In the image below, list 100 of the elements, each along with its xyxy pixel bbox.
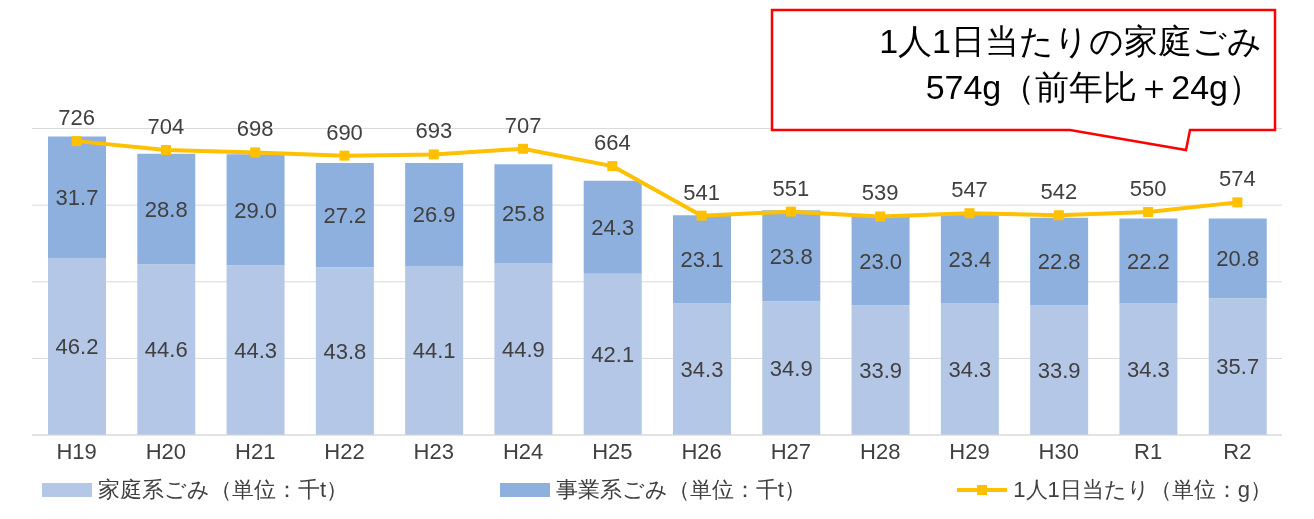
bar bbox=[1208, 298, 1267, 435]
bar bbox=[226, 265, 285, 435]
data-label: 26.9 bbox=[412, 202, 456, 228]
data-label: 33.9 bbox=[859, 357, 902, 383]
data-label: 539 bbox=[861, 180, 899, 206]
bar bbox=[1030, 217, 1089, 306]
point bbox=[785, 206, 796, 217]
legend-label: 事業系ごみ（単位：千t） bbox=[554, 476, 806, 504]
data-label: 707 bbox=[504, 112, 542, 138]
x-tick-label: H30 bbox=[1038, 438, 1079, 464]
data-label: 44.3 bbox=[234, 337, 277, 363]
bar bbox=[48, 136, 106, 259]
bar bbox=[673, 303, 731, 435]
point bbox=[339, 150, 350, 161]
data-label: 20.8 bbox=[1216, 246, 1260, 272]
legend-label: 家庭系ごみ（単位：千t） bbox=[97, 476, 349, 504]
bar bbox=[851, 217, 910, 306]
data-label: 726 bbox=[58, 105, 95, 131]
data-label: 542 bbox=[1040, 179, 1078, 205]
data-label: 541 bbox=[683, 179, 720, 205]
data-label: 33.9 bbox=[1037, 357, 1081, 383]
data-label: 22.2 bbox=[1127, 248, 1170, 274]
data-label: 23.0 bbox=[859, 248, 902, 274]
data-label: 44.9 bbox=[502, 336, 545, 362]
x-tick-label: H20 bbox=[145, 438, 187, 464]
bar bbox=[137, 153, 196, 265]
x-tick-label: H26 bbox=[681, 438, 722, 464]
x-tick-label: H19 bbox=[56, 438, 97, 464]
point bbox=[1143, 207, 1154, 218]
bar bbox=[673, 215, 731, 304]
bar bbox=[583, 273, 642, 435]
data-label: 25.8 bbox=[502, 201, 545, 227]
data-label: 704 bbox=[147, 113, 185, 139]
point bbox=[428, 149, 439, 160]
data-label: 550 bbox=[1129, 176, 1167, 202]
bar bbox=[1030, 305, 1089, 435]
x-tick-label: H25 bbox=[592, 438, 633, 464]
x-tick-label: H28 bbox=[860, 438, 901, 464]
data-label: 44.1 bbox=[412, 338, 456, 364]
data-label: 690 bbox=[326, 119, 363, 145]
point bbox=[875, 211, 886, 222]
data-label: 23.8 bbox=[769, 243, 813, 269]
data-label: 43.8 bbox=[323, 338, 367, 364]
data-label: 574 bbox=[1219, 166, 1256, 192]
x-tick-label: H21 bbox=[235, 438, 276, 464]
data-label: 34.3 bbox=[948, 357, 992, 383]
bar bbox=[405, 163, 464, 267]
bar bbox=[940, 213, 999, 304]
data-label: 23.1 bbox=[680, 247, 724, 273]
data-label: 664 bbox=[594, 130, 631, 156]
bar bbox=[762, 301, 821, 435]
data-label: 44.6 bbox=[144, 337, 188, 363]
data-label: 42.1 bbox=[591, 342, 635, 368]
data-label: 28.8 bbox=[144, 196, 188, 222]
legend-label: 1人1日当たり（単位：g） bbox=[1012, 476, 1272, 504]
point bbox=[250, 147, 261, 158]
bar bbox=[137, 264, 196, 435]
point bbox=[964, 208, 975, 219]
data-label: 27.2 bbox=[323, 202, 367, 228]
data-label: 551 bbox=[772, 175, 810, 201]
data-label: 31.7 bbox=[55, 185, 99, 211]
x-tick-label: R2 bbox=[1223, 438, 1252, 464]
data-label: 29.0 bbox=[234, 197, 277, 223]
bar bbox=[405, 266, 464, 435]
bar bbox=[315, 163, 374, 268]
bar bbox=[1119, 218, 1178, 304]
point bbox=[71, 136, 82, 147]
data-label: 46.2 bbox=[55, 334, 99, 360]
bar bbox=[940, 303, 999, 435]
point bbox=[607, 161, 618, 172]
point bbox=[518, 143, 529, 154]
text: 1人1日当たりの家庭ごみ 574g（前年比＋24g） bbox=[878, 21, 1263, 108]
point bbox=[696, 210, 707, 221]
bar bbox=[226, 154, 285, 266]
bar bbox=[851, 305, 910, 435]
data-label: 24.3 bbox=[591, 215, 635, 240]
x-tick-label: H23 bbox=[413, 438, 454, 464]
bar bbox=[315, 267, 374, 435]
data-label: 698 bbox=[236, 116, 274, 142]
bar bbox=[1208, 218, 1267, 299]
bar bbox=[1119, 303, 1178, 435]
x-tick-label: H24 bbox=[502, 438, 544, 464]
point bbox=[1232, 197, 1243, 208]
x-tick-label: H22 bbox=[324, 438, 365, 464]
x-tick-label: H29 bbox=[949, 438, 990, 464]
bar bbox=[583, 180, 642, 274]
bar bbox=[494, 164, 553, 264]
data-label: 23.4 bbox=[948, 246, 992, 272]
x-tick-label: H27 bbox=[770, 438, 812, 464]
point bbox=[160, 144, 171, 155]
data-label: 35.7 bbox=[1216, 354, 1260, 380]
data-label: 547 bbox=[951, 177, 988, 203]
point bbox=[1053, 210, 1064, 221]
bar bbox=[48, 258, 106, 435]
data-label: 693 bbox=[415, 118, 453, 144]
data-label: 34.3 bbox=[1127, 357, 1170, 383]
data-label: 34.3 bbox=[680, 357, 724, 383]
x-tick-label: R1 bbox=[1134, 438, 1163, 464]
data-label: 22.8 bbox=[1037, 249, 1081, 275]
data-label: 34.9 bbox=[769, 355, 813, 381]
